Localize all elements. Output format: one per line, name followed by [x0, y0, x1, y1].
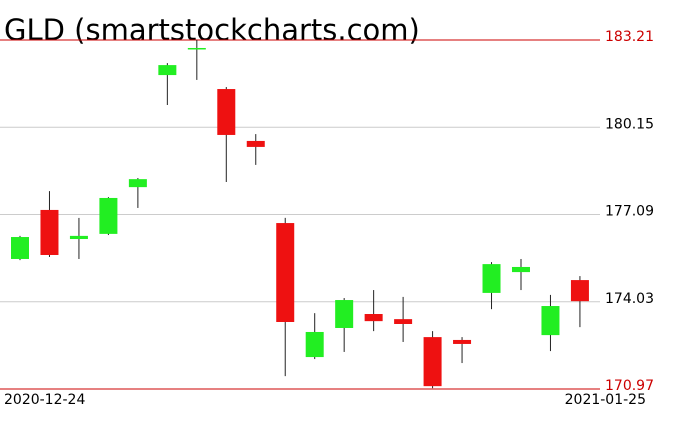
candle-body — [11, 237, 29, 259]
candle-body — [394, 319, 413, 324]
candle-body — [423, 337, 442, 387]
candle-body — [187, 47, 206, 50]
candle-body — [364, 314, 383, 322]
candle-body — [335, 300, 354, 328]
candle-body — [541, 306, 560, 336]
candle-body — [158, 65, 177, 76]
x-tick-label: 2020-12-24 — [4, 392, 85, 408]
x-tick-label: 2021-01-25 — [565, 392, 646, 408]
candle-body — [453, 339, 472, 344]
candle-body — [482, 264, 501, 293]
candle-body — [511, 266, 530, 273]
candle-body — [99, 197, 118, 234]
y-tick-label: 183.21 — [605, 29, 654, 45]
candle-body — [217, 89, 236, 135]
candle-body — [128, 179, 147, 188]
candle-body — [276, 223, 295, 322]
candle-body — [69, 235, 88, 240]
candle-body — [570, 280, 589, 302]
candle-body — [246, 140, 265, 147]
y-tick-label: 170.97 — [605, 378, 654, 394]
candle-body — [40, 209, 59, 255]
candle-body — [305, 331, 324, 358]
y-tick-label: 174.03 — [605, 291, 654, 307]
y-tick-label: 177.09 — [605, 204, 654, 220]
y-tick-label: 180.15 — [605, 116, 654, 132]
chart-title: GLD (smartstockcharts.com) — [4, 13, 420, 47]
